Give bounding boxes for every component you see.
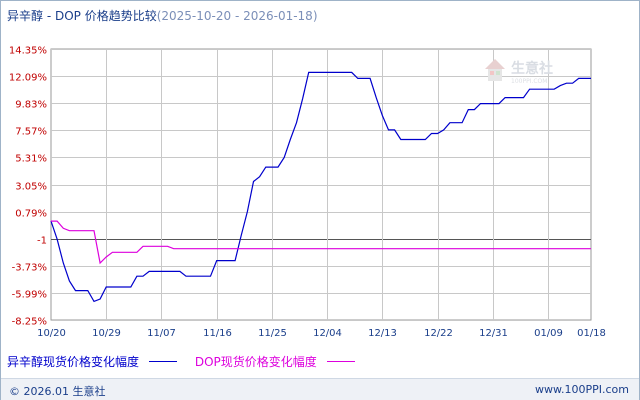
legend: 异辛醇现货价格变化幅度 DOP现货价格变化幅度 xyxy=(7,353,369,370)
watermark-url: 100PPI.COM xyxy=(511,78,547,85)
y-tick-label: 7.57% xyxy=(15,127,47,138)
y-axis-ticks: 14.35% 12.09% 9.83% 7.57% 5.31% 3.05% 0.79% -1 -… xyxy=(9,46,47,328)
x-tick-label: 12/13 xyxy=(368,328,397,339)
title-range: (2025-10-20 - 2026-01-18) xyxy=(156,9,318,23)
watermark-logo: 生意社 100PPI.COM xyxy=(485,59,553,85)
y-tick-label: -3.73% xyxy=(12,263,47,274)
title-main: 异辛醇 - DOP 价格趋势比较 xyxy=(7,9,157,23)
x-tick-label: 11/16 xyxy=(203,328,232,339)
series-lines xyxy=(50,71,591,303)
x-tick-label: 11/25 xyxy=(258,328,287,339)
legend-item-series-2: DOP现货价格变化幅度 xyxy=(195,353,355,370)
y-tick-label: 0.79% xyxy=(15,209,47,220)
footer-copyright: © 2026.01 生意社 xyxy=(9,385,106,398)
x-tick-label: 12/22 xyxy=(424,328,453,339)
footer-site-link[interactable]: www.100PPI.com xyxy=(535,383,629,396)
footer-bar: © 2026.01 生意社 www.100PPI.com xyxy=(1,378,639,400)
legend-swatch-series-2 xyxy=(326,361,355,362)
x-tick-label: 10/29 xyxy=(92,328,121,339)
y-tick-label: -5.99% xyxy=(12,290,47,301)
y-tick-label: -1 xyxy=(37,236,47,247)
grid-lines xyxy=(50,48,592,321)
legend-item-series-1: 异辛醇现货价格变化幅度 xyxy=(7,353,178,370)
y-tick-label: 5.31% xyxy=(15,154,47,165)
y-tick-label: 14.35% xyxy=(9,46,47,57)
legend-label-series-1: 异辛醇现货价格变化幅度 xyxy=(7,355,140,369)
plot-area xyxy=(50,48,592,321)
watermark-name: 生意社 xyxy=(511,60,553,77)
x-axis-ticks: 10/20 10/29 11/07 11/16 11/25 12/04 12/13 12/22… xyxy=(37,328,606,339)
x-tick-label: 01/18 xyxy=(577,328,606,339)
x-tick-label: 12/04 xyxy=(313,328,342,339)
series-line-2 xyxy=(51,220,591,265)
y-tick-label: 9.83% xyxy=(15,100,47,111)
y-tick-label: 3.05% xyxy=(15,182,47,193)
x-tick-label: 01/09 xyxy=(534,328,563,339)
chart-title: 异辛醇 - DOP 价格趋势比较(2025-10-20 - 2026-01-18… xyxy=(7,7,318,24)
x-tick-label: 11/07 xyxy=(147,328,176,339)
y-tick-label: 12.09% xyxy=(9,73,47,84)
legend-swatch-series-1 xyxy=(149,361,178,362)
x-tick-label: 12/31 xyxy=(479,328,508,339)
legend-label-series-2: DOP现货价格变化幅度 xyxy=(194,355,317,369)
y-tick-label: -8.25% xyxy=(12,317,47,328)
line-chart: 14.35% 12.09% 9.83% 7.57% 5.31% 3.05% 0.79% -1 -… xyxy=(9,46,606,340)
x-tick-label: 10/20 xyxy=(37,328,66,339)
series-line-1 xyxy=(50,71,591,303)
